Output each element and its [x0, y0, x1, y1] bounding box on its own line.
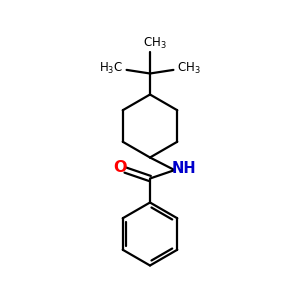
Text: CH$_3$: CH$_3$	[177, 61, 201, 76]
Text: CH$_3$: CH$_3$	[143, 36, 166, 51]
Text: NH: NH	[172, 161, 196, 176]
Text: H$_3$C: H$_3$C	[99, 61, 123, 76]
Text: O: O	[113, 160, 127, 175]
